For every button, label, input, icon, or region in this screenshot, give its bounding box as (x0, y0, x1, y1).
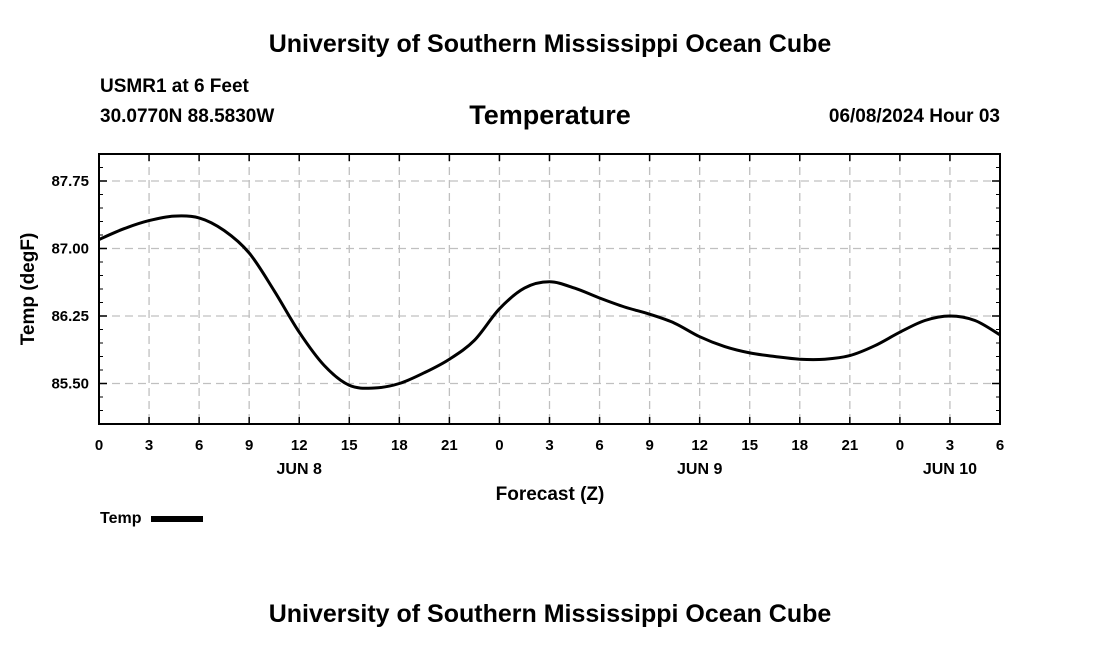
footer-title: University of Southern Mississippi Ocean… (268, 600, 832, 628)
x-tick-label: 6 (996, 437, 1004, 454)
legend-label: Temp (100, 510, 142, 527)
x-date-label: JUN 8 (277, 461, 322, 478)
x-axis-title: Forecast (Z) (496, 484, 605, 505)
x-tick-label: 15 (341, 437, 358, 454)
timestamp-label: 06/08/2024 Hour 03 (828, 106, 1000, 127)
x-tick-label: 3 (545, 437, 553, 454)
x-tick-label: 3 (946, 437, 954, 454)
x-tick-label: 18 (391, 437, 408, 454)
x-tick-label: 12 (691, 437, 708, 454)
page-title: University of Southern Mississippi Ocean… (268, 30, 832, 58)
y-axis-title: Temp (degF) (18, 233, 39, 346)
legend-line-swatch (151, 516, 204, 522)
chart-title: Temperature (469, 100, 631, 130)
grid-lines (98, 154, 1001, 424)
x-tick-label: 6 (595, 437, 603, 454)
x-date-label: JUN 9 (677, 461, 722, 478)
station-label: USMR1 at 6 Feet (100, 76, 249, 97)
y-tick-label: 87.75 (51, 173, 89, 190)
y-tick-label: 86.25 (51, 308, 89, 325)
x-tick-label: 21 (841, 437, 858, 454)
x-tick-label: 18 (791, 437, 808, 454)
temp-series-line (98, 214, 1001, 390)
legend: Temp (100, 509, 204, 529)
x-tick-label: 15 (741, 437, 758, 454)
x-tick-label: 0 (896, 437, 904, 454)
coordinates-label: 30.0770N 88.5830W (100, 106, 275, 127)
series-layer (98, 214, 1001, 390)
x-tick-label: 0 (95, 437, 103, 454)
x-tick-label: 12 (291, 437, 308, 454)
y-tick-label: 85.50 (51, 376, 89, 393)
x-tick-label: 0 (495, 437, 503, 454)
y-tick-label: 87.00 (51, 241, 89, 258)
x-date-label: JUN 10 (923, 461, 977, 478)
x-tick-label: 21 (441, 437, 458, 454)
x-tick-label: 9 (645, 437, 653, 454)
plot-frame (98, 153, 1001, 425)
x-tick-label: 9 (245, 437, 253, 454)
axis-labels: 0 3 6 9 12 15 18 21 0 3 6 9 12 15 18 21 0 3 6 JUN 8 JUN 9 JUN… (51, 173, 1004, 478)
x-tick-label: 3 (145, 437, 153, 454)
x-tick-label: 6 (195, 437, 203, 454)
